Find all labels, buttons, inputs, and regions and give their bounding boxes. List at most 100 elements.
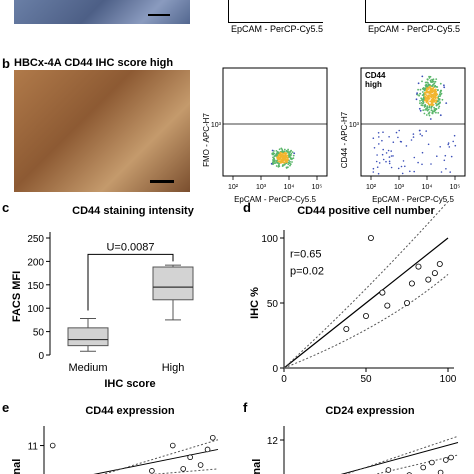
flow-event	[288, 155, 291, 158]
flow-event	[271, 153, 274, 156]
chart-d-x-tick-label: 0	[281, 374, 287, 385]
flow-event	[287, 151, 290, 154]
flow-event	[419, 88, 422, 91]
chart-d-ci-upper	[283, 201, 449, 369]
flow-event	[413, 156, 416, 159]
chart-e-point	[209, 434, 216, 441]
flow-x-tick-label: 10²	[228, 184, 239, 191]
chart-c-y-tick-label: 200	[27, 257, 44, 268]
flow-event	[426, 105, 429, 107]
flow-event	[431, 97, 434, 100]
flow-event	[397, 167, 400, 170]
flow-event	[430, 103, 433, 106]
flow-event	[427, 81, 429, 84]
flow-event	[430, 96, 433, 99]
flow-event	[434, 85, 437, 88]
flow-event	[288, 152, 291, 155]
chart-c-category-label: Medium	[68, 362, 107, 374]
flow-event	[418, 107, 421, 110]
flow-event	[440, 89, 443, 92]
flow-event	[419, 102, 421, 105]
flow-event	[392, 141, 395, 143]
panel-letter-c: c	[2, 200, 10, 215]
chart-e-point	[149, 468, 155, 474]
chart-f-point	[443, 457, 449, 463]
flow-event	[280, 154, 283, 156]
flow-plot-cd44: CD44 - APC-H7 10³ CD44 high 10² 10³ 10⁴ 10⁵…	[333, 60, 473, 208]
flow-fmo-ytick: 10³	[211, 122, 222, 129]
flow-event	[429, 118, 432, 120]
flow-event	[281, 151, 284, 153]
flow-event	[428, 104, 431, 106]
flow-event	[401, 172, 404, 175]
chart-c-bracket	[87, 253, 174, 311]
flow-event	[282, 156, 285, 158]
flow-event	[404, 165, 406, 168]
flow-event	[433, 89, 436, 91]
flow-event	[285, 149, 288, 152]
flow-event	[434, 99, 436, 101]
flow-event	[445, 102, 448, 104]
flow-event	[436, 155, 438, 157]
flow-event	[291, 151, 294, 153]
flow-event	[421, 98, 424, 100]
gate-label: CD44	[365, 71, 386, 80]
flow-event	[432, 78, 435, 81]
flow-event	[431, 78, 433, 81]
flow-event	[427, 143, 430, 146]
flow-event	[428, 91, 431, 94]
flow-event	[388, 160, 391, 163]
flow-event	[435, 94, 438, 97]
chart-e-ci-lower	[151, 468, 219, 474]
flow-event	[417, 88, 419, 91]
flow-event	[438, 105, 441, 108]
chart-e-ylabel: gnal	[11, 459, 23, 474]
chart-c-y-tick-label: 100	[27, 304, 44, 315]
flow-event	[274, 155, 276, 158]
flow-event	[433, 82, 436, 85]
flow-event	[376, 166, 379, 168]
flow-event	[395, 131, 398, 134]
chart-c-y-tick-label: 150	[27, 281, 44, 292]
flow-event	[432, 83, 435, 86]
flow-event	[410, 139, 413, 141]
flow-event	[432, 80, 435, 83]
flow-event	[423, 112, 426, 115]
flow-event	[390, 155, 393, 157]
flow-event	[416, 92, 418, 94]
flow-event	[443, 86, 446, 89]
chart-f-point	[429, 459, 435, 466]
flow-xlabel-a-right: EpCAM - PerCP-Cy5.5	[367, 24, 461, 34]
flow-event	[378, 143, 380, 145]
flow-event	[293, 152, 296, 155]
svg-text:high: high	[365, 80, 382, 89]
flow-event	[278, 164, 280, 166]
chart-d-x-tick-label: 100	[440, 374, 457, 385]
flow-event	[447, 142, 450, 144]
ihc-image-low	[14, 0, 190, 24]
flow-event	[433, 106, 435, 109]
flow-event	[388, 136, 390, 138]
flow-event	[439, 114, 442, 117]
flow-event	[289, 164, 291, 167]
flow-event	[372, 171, 375, 173]
flow-event	[289, 160, 291, 163]
chart-f-point	[385, 467, 392, 473]
flow-event	[434, 92, 437, 95]
flow-plot-a-right	[365, 0, 460, 23]
chart-d-ci-lower	[283, 274, 449, 369]
flow-event	[429, 79, 432, 82]
flow-event	[440, 171, 443, 173]
flow-plot-a-left	[228, 0, 323, 23]
flow-event	[430, 163, 432, 165]
flow-event	[419, 109, 422, 112]
flow-event	[424, 89, 426, 91]
chart-d: CD44 positive cell number 0 50 100 0 50 100 IHC…	[248, 200, 472, 390]
flow-event	[418, 129, 421, 132]
flow-event	[382, 131, 384, 133]
flow-x-tick-label: 10²	[366, 184, 377, 191]
flow-event	[278, 148, 281, 151]
chart-c-title: CD44 staining intensity	[72, 205, 195, 217]
flow-event	[275, 154, 278, 157]
flow-event	[426, 107, 428, 110]
